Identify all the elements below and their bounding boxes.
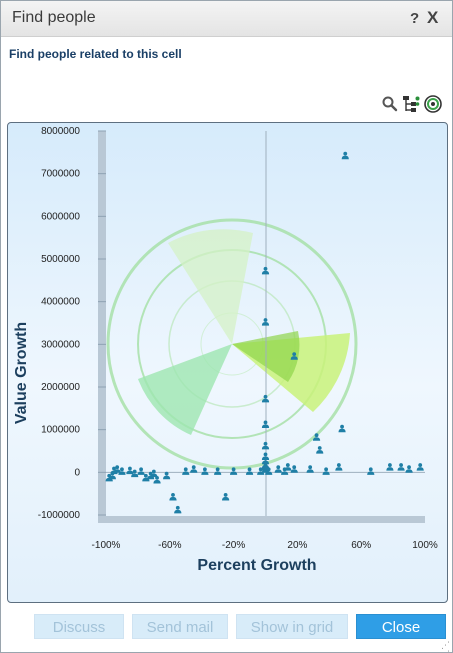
person-marker[interactable] bbox=[230, 467, 238, 475]
person-marker[interactable] bbox=[341, 151, 349, 160]
y-axis-title: Value Growth bbox=[13, 322, 30, 424]
send-mail-button[interactable]: Send mail bbox=[132, 614, 228, 639]
person-marker[interactable] bbox=[257, 467, 265, 475]
x-tick-label: 20% bbox=[287, 540, 307, 551]
x-tick-label: -60% bbox=[158, 540, 181, 551]
close-button[interactable]: Close bbox=[356, 614, 446, 639]
person-marker[interactable] bbox=[169, 493, 177, 501]
y-tick-label: 7000000 bbox=[41, 169, 80, 180]
person-marker[interactable] bbox=[150, 469, 158, 478]
person-marker[interactable] bbox=[261, 266, 270, 275]
person-marker[interactable] bbox=[153, 475, 161, 484]
person-marker[interactable] bbox=[261, 420, 270, 429]
x-tick-labels: -100% -60% -20% 20% 60% 100% bbox=[92, 540, 438, 551]
radar-icon[interactable] bbox=[424, 95, 442, 113]
person-marker[interactable] bbox=[245, 467, 254, 475]
person-marker[interactable] bbox=[306, 465, 314, 473]
person-marker[interactable] bbox=[261, 394, 270, 403]
person-marker[interactable] bbox=[118, 467, 126, 475]
org-chart-icon[interactable] bbox=[402, 95, 420, 113]
person-marker[interactable] bbox=[397, 463, 405, 471]
y-tick-label: 4000000 bbox=[41, 297, 80, 308]
y-tick-label: 3000000 bbox=[41, 339, 80, 350]
person-marker[interactable] bbox=[190, 465, 198, 473]
dialog-title: Find people bbox=[12, 9, 96, 26]
person-marker[interactable] bbox=[222, 493, 230, 501]
person-marker[interactable] bbox=[290, 352, 298, 360]
close-icon[interactable]: X bbox=[427, 8, 439, 27]
person-marker[interactable] bbox=[416, 463, 424, 471]
chart-canvas: 8000000 7000000 6000000 5000000 4000000 30000… bbox=[13, 126, 438, 574]
person-marker[interactable] bbox=[261, 318, 270, 326]
x-tick-label: -20% bbox=[222, 540, 245, 551]
y-tick-label: -1000000 bbox=[38, 510, 81, 521]
person-marker[interactable] bbox=[174, 505, 182, 514]
person-marker[interactable] bbox=[405, 465, 413, 473]
show-in-grid-button[interactable]: Show in grid bbox=[236, 614, 348, 639]
person-marker[interactable] bbox=[316, 446, 324, 454]
x-tick-label: -100% bbox=[92, 540, 121, 551]
person-marker[interactable] bbox=[367, 467, 375, 475]
x-tick-label: 100% bbox=[412, 540, 438, 551]
person-marker[interactable] bbox=[284, 463, 292, 471]
person-marker[interactable] bbox=[312, 433, 321, 441]
data-points bbox=[105, 151, 424, 514]
y-axis-band bbox=[98, 131, 106, 523]
y-tick-label: 0 bbox=[74, 467, 80, 478]
person-marker[interactable] bbox=[265, 467, 273, 475]
person-marker[interactable] bbox=[290, 465, 298, 473]
people-scatter-chart[interactable]: 8000000 7000000 6000000 5000000 4000000 30000… bbox=[7, 122, 448, 603]
x-axis-title: Percent Growth bbox=[197, 557, 316, 574]
discuss-button[interactable]: Discuss bbox=[34, 614, 124, 639]
person-marker[interactable] bbox=[137, 467, 145, 475]
y-tick-label: 6000000 bbox=[41, 211, 80, 222]
person-marker[interactable] bbox=[274, 465, 282, 473]
y-tick-label: 1000000 bbox=[41, 425, 80, 436]
x-axis-band bbox=[106, 516, 425, 523]
y-tick-label: 8000000 bbox=[41, 126, 80, 137]
person-marker[interactable] bbox=[163, 471, 171, 480]
y-tick-label: 5000000 bbox=[41, 254, 80, 265]
person-marker[interactable] bbox=[110, 466, 118, 475]
y-tick-labels: 8000000 7000000 6000000 5000000 4000000 30000… bbox=[38, 126, 106, 521]
resize-grip[interactable]: ⋰⋰ bbox=[441, 640, 450, 653]
x-tick-label: 60% bbox=[351, 540, 371, 551]
person-marker[interactable] bbox=[131, 469, 139, 478]
person-marker[interactable] bbox=[126, 466, 134, 475]
person-marker[interactable] bbox=[261, 441, 270, 450]
person-marker[interactable] bbox=[338, 424, 346, 433]
person-marker[interactable] bbox=[182, 467, 190, 475]
y-tick-label: 2000000 bbox=[41, 382, 80, 393]
dialog-titlebar[interactable]: Find people ? X bbox=[1, 1, 452, 37]
person-marker[interactable] bbox=[322, 467, 330, 475]
radar-overlay bbox=[106, 218, 358, 470]
person-marker[interactable] bbox=[214, 467, 222, 475]
person-marker[interactable] bbox=[201, 467, 209, 475]
person-marker[interactable] bbox=[335, 463, 343, 471]
dialog-subtitle: Find people related to this cell bbox=[9, 47, 182, 61]
help-button[interactable]: ? bbox=[410, 10, 420, 27]
person-marker[interactable] bbox=[386, 463, 394, 471]
search-icon[interactable] bbox=[381, 95, 399, 113]
